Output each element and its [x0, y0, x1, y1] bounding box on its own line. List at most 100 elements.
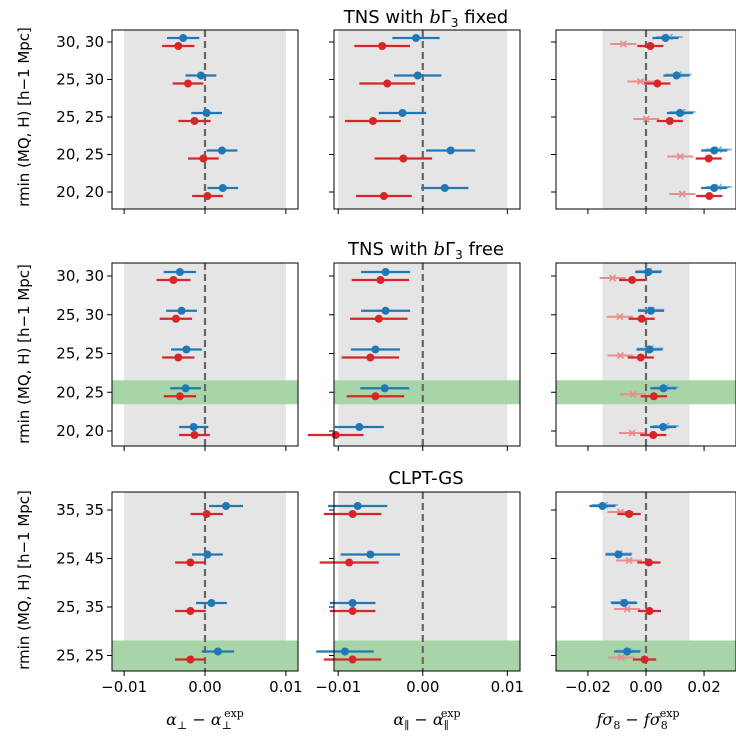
subplot: 30, 30 25, 30 25, 25 20, 25 20, 20 [56, 29, 299, 214]
row-title: TNS with bΓ3 fixed [343, 7, 508, 30]
data-point [177, 306, 186, 315]
data-point [376, 276, 385, 284]
cross-marker [616, 313, 624, 321]
data-point [345, 558, 354, 567]
data-point [675, 109, 684, 117]
cross-marker [617, 653, 625, 662]
data-point [179, 34, 188, 42]
y-tick-label: 25, 25 [56, 647, 104, 665]
y-axis-label-row-3: rmin (MQ, H) [h−1 Mpc] [15, 490, 33, 670]
x-axis-label: α∥ − α∥exp [393, 707, 460, 732]
data-point [186, 607, 195, 615]
x-tick-label: 0.01 [269, 678, 302, 696]
data-point [199, 154, 208, 163]
data-point [381, 306, 390, 315]
data-point [348, 510, 357, 518]
y-tick-label: 20, 20 [56, 183, 104, 201]
data-point [207, 599, 216, 607]
highlight-band [334, 380, 520, 405]
data-point [649, 392, 658, 401]
data-point [218, 184, 227, 192]
cross-marker [676, 152, 684, 161]
data-point [181, 384, 190, 393]
data-point [353, 502, 362, 510]
panel-row-3: CLPT-GS 35, 35 25, 45 25, 35 25, 25 −0.01 0.00… [56, 468, 736, 732]
data-point [202, 510, 211, 518]
data-point [653, 79, 662, 88]
data-point [649, 431, 658, 439]
data-point [366, 353, 375, 362]
subplot [329, 29, 521, 214]
data-point [598, 502, 607, 510]
data-point [640, 655, 649, 664]
data-point [371, 345, 380, 354]
y-tick-label: 20, 25 [56, 383, 104, 401]
data-point [378, 42, 387, 50]
data-point [705, 192, 714, 200]
x-tick-label: −0.01 [101, 678, 147, 696]
highlight-band [334, 640, 520, 671]
x-tick-label: 0.02 [687, 678, 720, 696]
subplot [551, 262, 736, 451]
y-tick-label: 20, 25 [56, 146, 104, 164]
y-tick-label: 25, 25 [56, 345, 104, 363]
panel-row-2: TNS with bΓ3 free 30, 30 25, 30 25, 25 20, 2… [56, 239, 736, 451]
x-axis-label: α⊥ − α⊥exp [166, 707, 244, 732]
data-point [213, 647, 222, 656]
data-point [383, 79, 392, 88]
data-point [661, 34, 670, 42]
highlight-band [556, 640, 736, 671]
data-point [222, 502, 231, 510]
data-point [169, 276, 178, 284]
data-point [186, 655, 195, 664]
cross-marker [616, 351, 625, 360]
data-point [440, 184, 449, 192]
subplot [307, 262, 521, 451]
x-tick-label: 0.00 [406, 678, 439, 696]
cross-marker [636, 77, 645, 86]
data-point [196, 71, 205, 80]
data-point [620, 599, 629, 607]
y-tick-label: 25, 30 [56, 71, 104, 89]
data-point [203, 550, 212, 559]
subplot: −0.02 0.00 0.02 fσ8 − fσ8exp [551, 491, 736, 732]
data-point [665, 117, 674, 125]
data-point [174, 353, 183, 362]
data-point [710, 184, 719, 192]
data-point [446, 146, 455, 155]
data-point [186, 558, 195, 567]
y-tick-label: 25, 25 [56, 108, 104, 126]
data-point [644, 558, 653, 567]
data-point [413, 71, 422, 80]
data-point [348, 599, 357, 607]
data-point [379, 192, 388, 200]
data-point [637, 314, 646, 323]
data-point [659, 423, 668, 431]
x-axis-label: fσ8 − fσ8exp [595, 707, 679, 732]
cross-marker [642, 115, 650, 123]
data-point [348, 607, 357, 615]
data-point [374, 314, 383, 323]
data-point [381, 268, 390, 276]
data-point [398, 109, 407, 117]
cross-marker [623, 605, 631, 613]
data-point [646, 42, 655, 50]
data-point [371, 392, 380, 401]
y-tick-label: 25, 45 [56, 550, 104, 568]
y-tick-label: 30, 30 [56, 267, 104, 285]
data-point [645, 607, 654, 615]
data-point [704, 154, 713, 163]
y-axis-label-row-2: rmin (MQ, H) [h−1 Mpc] [15, 264, 33, 444]
cross-marker [678, 190, 686, 198]
axes-frame [333, 262, 521, 447]
data-point [175, 268, 184, 276]
data-point [348, 655, 357, 664]
cross-marker [625, 556, 633, 565]
data-point [174, 42, 183, 50]
data-point [399, 154, 408, 163]
data-point [189, 423, 198, 431]
y-axis-label-row-1: rmin (MQ, H) [h−1 Mpc] [15, 27, 33, 207]
x-tick-label: −0.02 [565, 678, 611, 696]
data-point [672, 71, 681, 80]
